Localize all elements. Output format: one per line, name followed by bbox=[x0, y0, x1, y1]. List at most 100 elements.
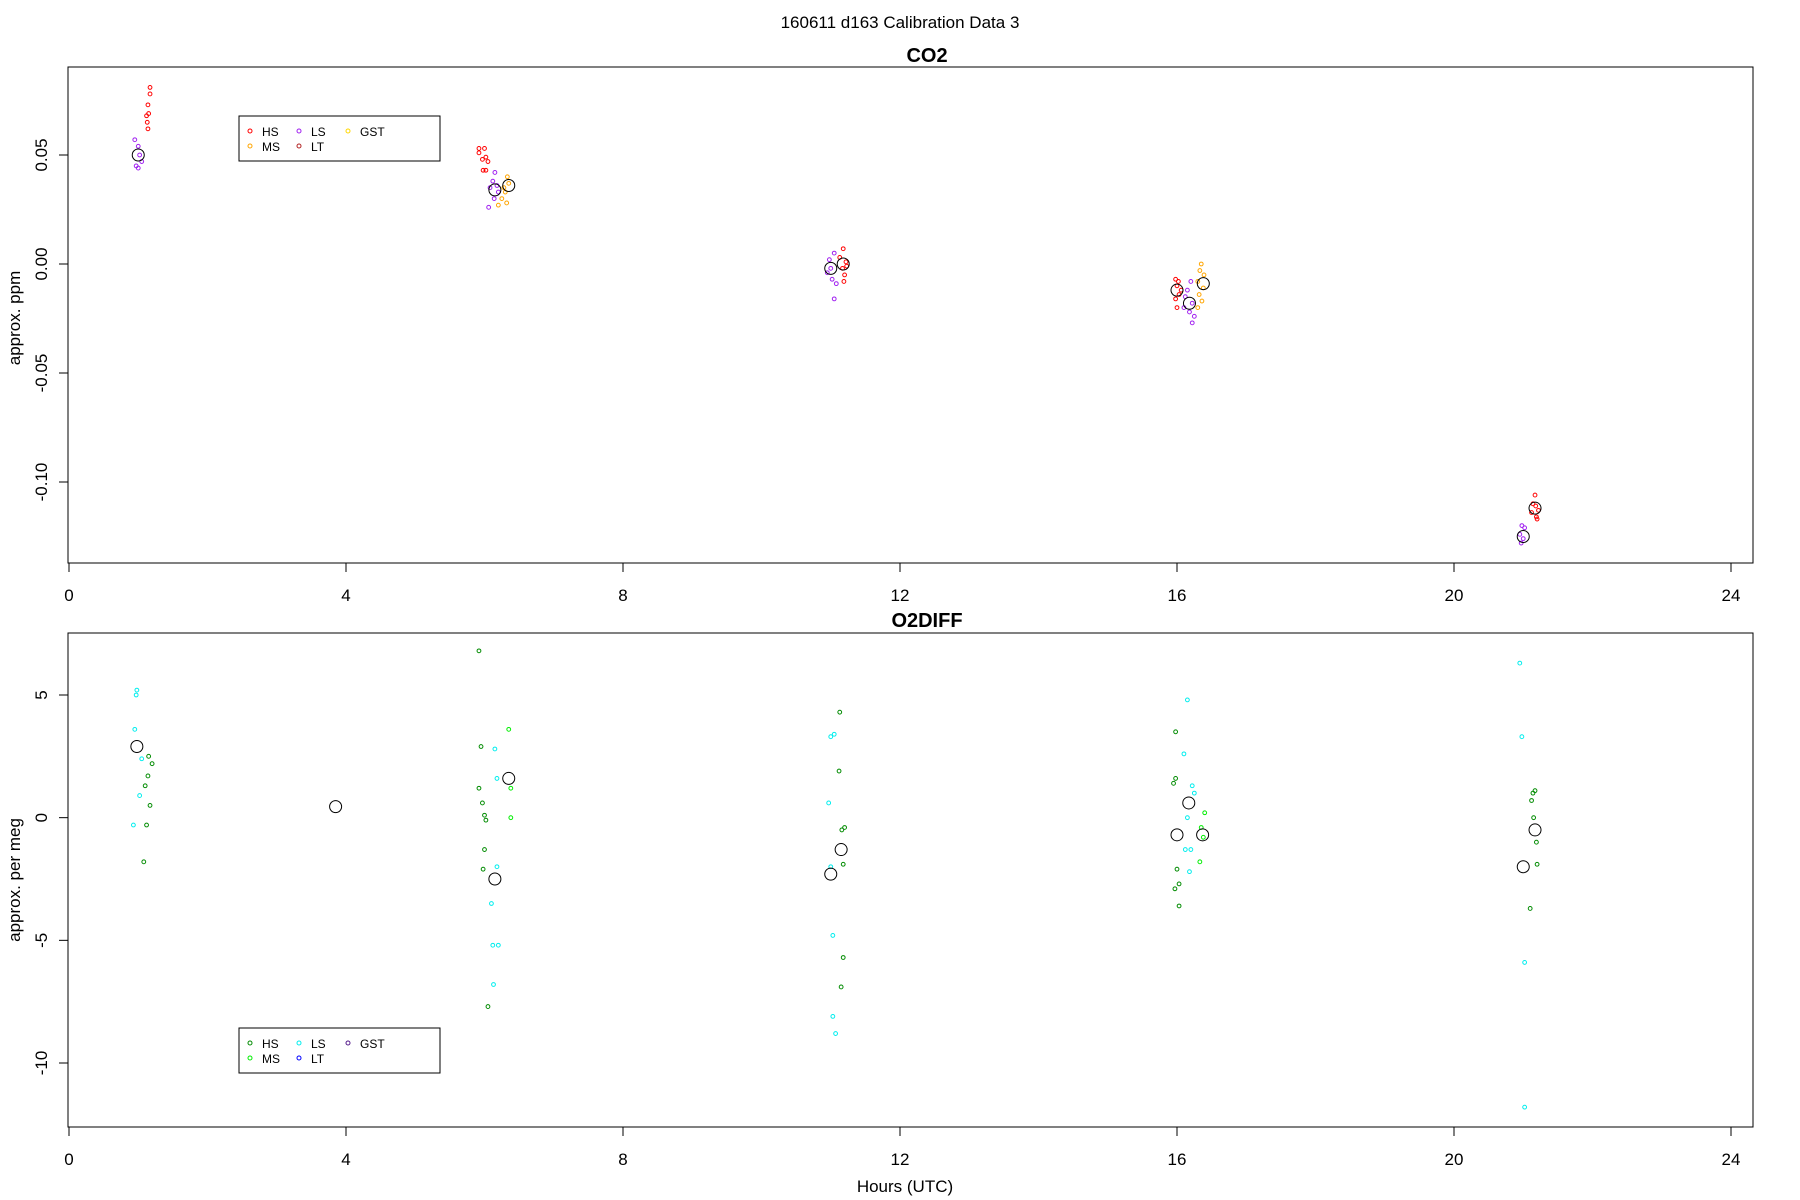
co2-point-ls bbox=[135, 165, 141, 171]
co2-legend-label: HS bbox=[262, 125, 279, 139]
o2diff-point-ls bbox=[1189, 783, 1195, 789]
co2-point-hs bbox=[1532, 492, 1538, 498]
o2diff-point-ls bbox=[833, 1031, 838, 1036]
o2diff-legend-label: GST bbox=[360, 1037, 385, 1051]
o2diff-point-ls bbox=[133, 692, 139, 698]
o2diff-point-hs bbox=[482, 812, 487, 818]
o2diff-x-tick-label: 4 bbox=[341, 1150, 350, 1169]
o2diff-legend-label: LT bbox=[311, 1052, 325, 1066]
co2-mean-marker bbox=[1196, 277, 1210, 291]
o2diff-point-hs bbox=[144, 822, 149, 828]
o2diff-point-hs bbox=[1176, 903, 1182, 909]
co2-point-hs bbox=[1533, 503, 1539, 509]
co2-point-ms bbox=[499, 196, 505, 202]
o2diff-mean-marker bbox=[1196, 828, 1210, 842]
co2-point-ls bbox=[828, 265, 834, 271]
o2diff-point-ls bbox=[1184, 815, 1190, 821]
co2-point-ls bbox=[135, 143, 141, 149]
o2diff-mean-marker bbox=[824, 867, 838, 881]
o2diff-point-hs bbox=[1174, 866, 1180, 872]
o2diff-legend-marker bbox=[247, 1055, 253, 1061]
o2diff-point-hs bbox=[482, 847, 487, 852]
o2diff-point-hs bbox=[480, 800, 485, 806]
co2-point-hs bbox=[476, 150, 482, 156]
o2diff-legend-marker bbox=[345, 1040, 351, 1046]
co2-legend-marker bbox=[296, 143, 302, 149]
o2diff-y-tick-label: 0 bbox=[32, 813, 51, 822]
o2diff-point-ls bbox=[828, 864, 834, 870]
co2-point-ms bbox=[504, 174, 510, 180]
co2-legend-marker bbox=[247, 128, 253, 134]
co2-x-tick-label: 12 bbox=[891, 586, 910, 605]
o2diff-point-hs bbox=[142, 783, 148, 789]
o2diff-point-hs bbox=[483, 817, 489, 823]
co2-point-ls bbox=[490, 178, 496, 184]
o2diff-point-hs bbox=[1531, 815, 1537, 821]
o2diff-mean-marker bbox=[1516, 860, 1530, 874]
co2-point-hs bbox=[145, 126, 151, 132]
o2diff-legend-marker bbox=[247, 1040, 253, 1046]
o2diff-point-ls bbox=[1517, 660, 1523, 666]
co2-point-hs bbox=[480, 167, 486, 173]
co2-point-hs bbox=[843, 259, 849, 265]
o2diff-point-ls bbox=[1182, 847, 1188, 852]
o2diff-y-tick-label: 5 bbox=[32, 690, 51, 699]
o2diff-point-ls bbox=[132, 726, 138, 732]
co2-point-ls bbox=[831, 250, 837, 256]
o2diff-point-ls bbox=[491, 982, 496, 987]
co2-point-ls bbox=[1520, 536, 1526, 542]
o2diff-point-hs bbox=[147, 803, 153, 808]
co2-point-hs bbox=[144, 119, 150, 125]
o2diff-point-hs bbox=[1172, 886, 1178, 892]
co2-point-ls bbox=[829, 276, 835, 282]
co2-point-hs bbox=[476, 146, 482, 151]
o2diff-point-hs bbox=[1530, 790, 1536, 796]
co2-panel: CO2 approx. ppm 0 4 8 12 16 20 24 0.05 0.00 -0.05… bbox=[5, 45, 1754, 605]
o2diff-point-ls bbox=[1522, 960, 1528, 965]
o2diff-x-tick-label: 8 bbox=[618, 1150, 627, 1169]
co2-mean-marker bbox=[1170, 283, 1184, 297]
o2diff-point-hs bbox=[842, 825, 847, 830]
o2diff-x-tick-label: 24 bbox=[1722, 1150, 1741, 1169]
co2-y-tick-label: 0.05 bbox=[32, 138, 51, 171]
co2-point-hs bbox=[1529, 510, 1534, 515]
co2-point-ms bbox=[1196, 292, 1202, 297]
co2-point-ls bbox=[492, 170, 498, 175]
o2diff-point-ls bbox=[831, 731, 837, 737]
co2-mean-marker bbox=[1516, 530, 1530, 543]
o2diff-legend-label: MS bbox=[262, 1052, 280, 1066]
co2-y-axis-label: approx. ppm bbox=[5, 271, 24, 366]
co2-point-ls bbox=[833, 281, 839, 287]
co2-point-hs bbox=[147, 91, 153, 97]
o2diff-y-tick-label: -5 bbox=[32, 933, 51, 948]
co2-point-hs bbox=[1173, 296, 1179, 302]
o2diff-point-ls bbox=[494, 776, 500, 781]
o2diff-point-hs bbox=[1173, 729, 1179, 735]
co2-point-ms bbox=[1199, 298, 1205, 304]
o2diff-point-ls bbox=[490, 942, 496, 948]
o2diff-point-ls bbox=[1181, 751, 1187, 757]
o2diff-point-hs bbox=[480, 866, 486, 872]
o2diff-point-hs bbox=[1529, 798, 1534, 803]
o2diff-mean-marker bbox=[130, 740, 144, 754]
co2-point-hs bbox=[1174, 305, 1180, 311]
co2-x-tick-label: 24 bbox=[1722, 586, 1741, 605]
co2-legend-label: LT bbox=[311, 140, 325, 154]
o2diff-point-hs bbox=[1171, 780, 1176, 786]
co2-point-ls bbox=[1522, 525, 1528, 531]
o2diff-point-hs bbox=[478, 744, 484, 749]
co2-point-hs bbox=[1534, 516, 1540, 522]
o2diff-mean-marker bbox=[488, 872, 502, 886]
co2-point-hs bbox=[485, 159, 491, 164]
o2diff-point-hs bbox=[485, 1004, 491, 1009]
co2-y-tick-label: -0.05 bbox=[32, 354, 51, 393]
o2diff-point-ms bbox=[508, 815, 514, 821]
co2-mean-marker bbox=[488, 183, 502, 197]
o2diff-panel-title: O2DIFF bbox=[891, 610, 962, 632]
co2-y-tick-label: -0.10 bbox=[32, 463, 51, 502]
co2-point-hs bbox=[1175, 279, 1181, 284]
o2diff-point-ls bbox=[1187, 869, 1192, 875]
co2-legend-label: LS bbox=[311, 125, 326, 139]
o2diff-point-hs bbox=[1527, 906, 1533, 911]
co2-point-ms bbox=[504, 200, 510, 206]
